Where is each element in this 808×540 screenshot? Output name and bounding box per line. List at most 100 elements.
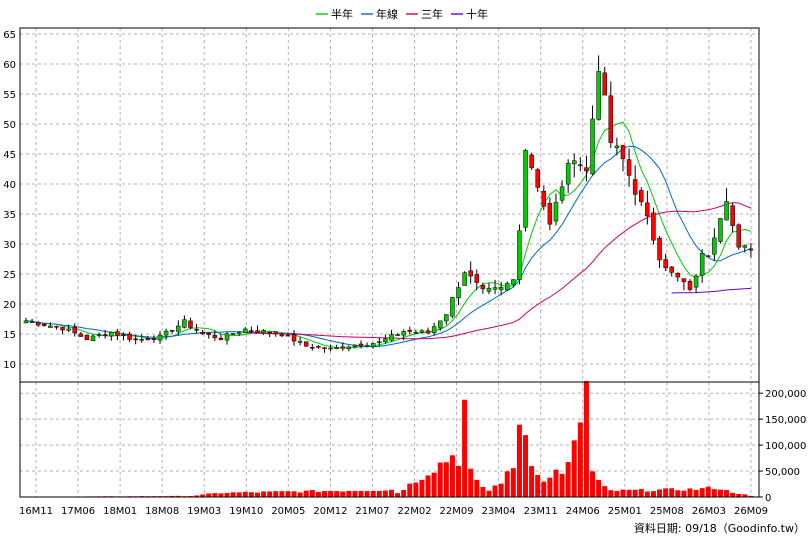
volume-bar: [626, 489, 632, 497]
volume-bar: [498, 483, 504, 497]
candle-body: [572, 160, 577, 165]
volume-bar: [352, 491, 358, 497]
volume-bar: [261, 491, 267, 497]
candle-body: [492, 287, 498, 290]
candle-body: [693, 275, 699, 288]
candle-body: [535, 169, 540, 188]
candle-body: [334, 347, 339, 349]
volume-bar: [315, 491, 321, 497]
volume-bar: [224, 493, 230, 497]
candle-body: [547, 203, 553, 225]
candle-body: [553, 202, 559, 222]
volume-bar: [175, 495, 181, 497]
time-tick-label: 23M11: [524, 506, 558, 517]
volume-bar: [577, 422, 583, 497]
grid-lines: [20, 28, 759, 498]
volume-bar: [650, 491, 656, 497]
candle-body: [157, 334, 163, 341]
volume-bar: [206, 493, 212, 497]
time-tick-label: 26M09: [734, 506, 768, 517]
candle-body: [608, 95, 614, 143]
volume-bar: [407, 483, 413, 497]
candle-body: [736, 224, 741, 248]
time-tick-label: 16M11: [19, 506, 53, 517]
candle-body: [712, 237, 717, 255]
candle-body: [194, 329, 199, 331]
volume-tick-label: 150,000: [765, 415, 806, 426]
candle-body: [364, 345, 370, 347]
candle-body: [127, 333, 132, 340]
candle-body: [651, 212, 656, 241]
candle-body: [419, 330, 425, 333]
ma-half-year-line: [25, 121, 752, 349]
volume-tick-label: 200,000: [765, 389, 806, 400]
candle-body: [663, 259, 668, 268]
volume-bar: [608, 490, 614, 497]
volume-bar: [474, 479, 480, 497]
volume-bar: [632, 489, 638, 497]
time-tick-label: 21M07: [355, 506, 389, 517]
candle-body: [42, 323, 47, 326]
volume-bar: [663, 488, 669, 497]
candle-body: [206, 332, 211, 335]
candle-body: [541, 190, 547, 207]
candle-body: [169, 330, 175, 332]
candle-body: [139, 339, 144, 341]
volume-bar: [705, 486, 711, 497]
time-tick-label: 25M01: [608, 506, 642, 517]
volume-bar: [553, 469, 559, 497]
volume-tick-label: 50,000: [765, 467, 800, 478]
candle-body: [212, 335, 218, 339]
volume-bar: [248, 492, 254, 497]
candle-body: [675, 272, 681, 278]
candle-body: [626, 159, 632, 176]
volume-bar: [681, 490, 687, 497]
volume-bar: [669, 488, 675, 497]
volume-bar: [242, 491, 248, 497]
volume-bars: [23, 381, 754, 498]
candle-body: [182, 319, 187, 328]
candle-body: [377, 341, 382, 343]
volume-bar: [559, 473, 565, 497]
time-tick-label: 26M03: [692, 506, 726, 517]
time-axis: 16M11 17M06 18M01 18M08 19M03 19M10 20M05 20M12…: [19, 506, 768, 517]
candle-body: [151, 338, 157, 340]
candle-body: [724, 201, 729, 221]
candle-body: [261, 330, 266, 334]
candle-body: [657, 237, 662, 261]
volume-bar: [602, 486, 608, 497]
candle-body: [602, 72, 607, 96]
candle-body: [480, 284, 486, 290]
volume-bar: [370, 491, 376, 497]
data-date-footer: 資料日期: 09/18（Goodinfo.tw）: [634, 521, 805, 535]
price-tick-label: 10: [3, 360, 16, 371]
candle-body: [559, 186, 565, 201]
candle-body: [188, 320, 193, 328]
legend: 半年 年線 三年 十年: [316, 7, 488, 21]
candle-body: [90, 335, 96, 342]
candle-body: [72, 327, 77, 334]
volume-bar: [273, 491, 279, 497]
candle-body: [224, 333, 230, 341]
time-tick-label: 23M04: [482, 506, 516, 517]
candle-body: [267, 331, 272, 334]
candle-body: [352, 344, 358, 347]
candle-body: [303, 341, 309, 347]
legend-label-half-year: 半年: [331, 7, 353, 21]
candle-body: [596, 71, 601, 120]
ma-three-year-line: [245, 202, 752, 340]
volume-bar: [449, 455, 455, 497]
candle-body: [614, 145, 620, 149]
ma-ten-year-line: [671, 287, 751, 294]
candle-body: [620, 145, 626, 160]
time-tick-label: 18M08: [145, 506, 179, 517]
candle-body: [54, 326, 59, 328]
volume-bar: [565, 462, 571, 497]
volume-bar: [346, 490, 352, 497]
candle-body: [474, 274, 480, 283]
candle-body: [358, 343, 364, 347]
volume-bar: [547, 477, 553, 497]
volume-bar: [711, 489, 717, 497]
volume-bar: [480, 487, 486, 497]
candle-body: [565, 162, 571, 185]
